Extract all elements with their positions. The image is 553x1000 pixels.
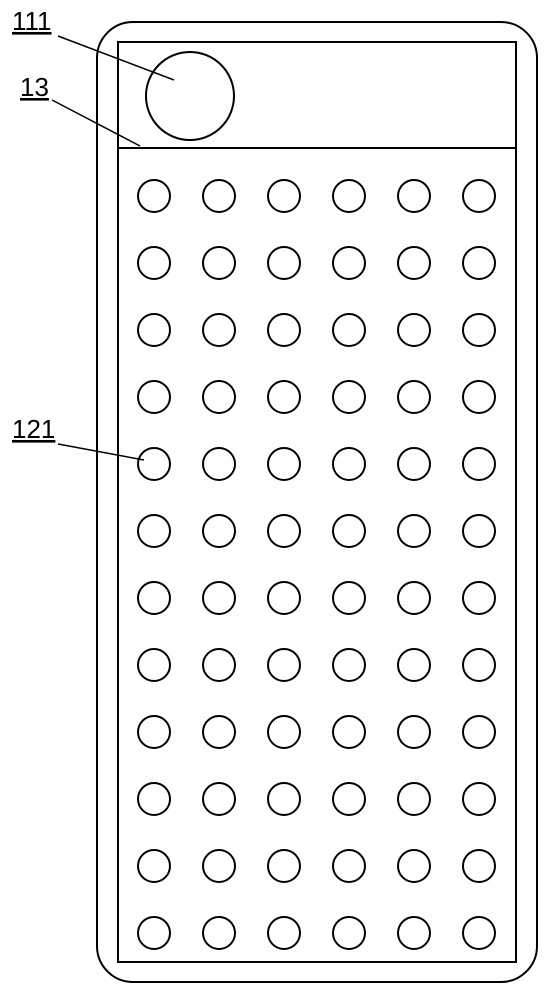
label-121-text: 121: [12, 414, 55, 444]
label-111-text: 111: [12, 6, 52, 36]
label-13-text: 13: [20, 72, 49, 102]
technical-diagram: 111 13 121: [0, 0, 553, 1000]
canvas-bg: [0, 0, 553, 1000]
